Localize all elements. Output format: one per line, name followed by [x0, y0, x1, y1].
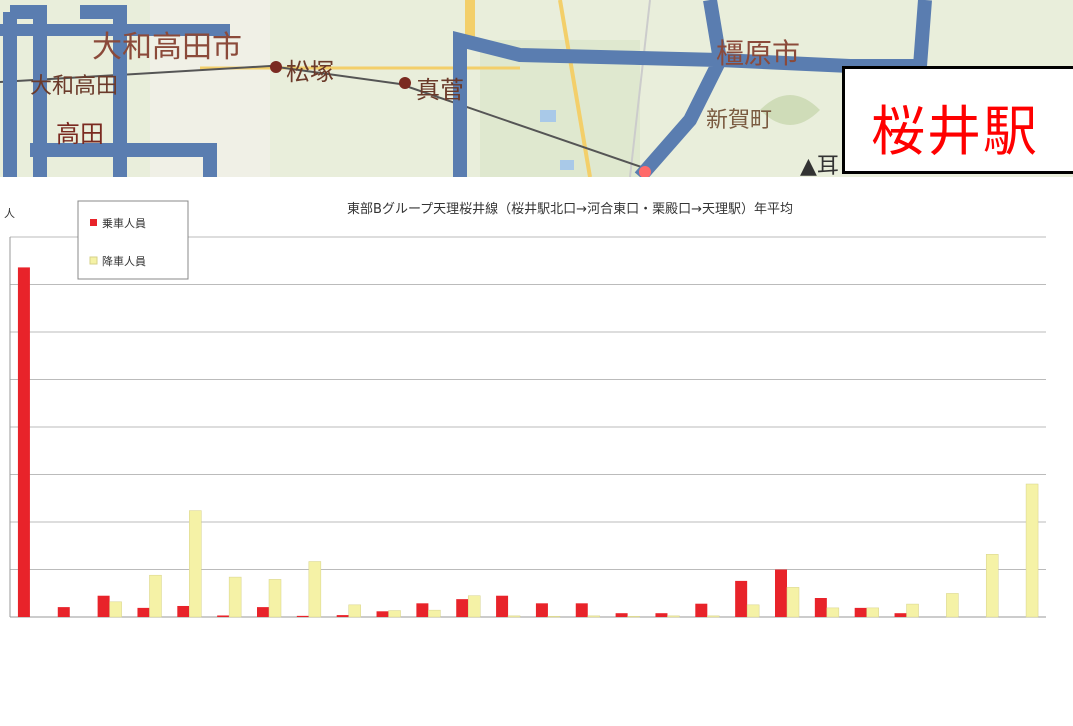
bar-boarding [615, 613, 628, 617]
bar-alighting [467, 595, 481, 618]
bar-boarding [695, 603, 708, 617]
bar-boarding [376, 611, 389, 617]
bar-boarding [97, 595, 110, 617]
bar-boarding [296, 615, 309, 617]
map-label-station: 大和高田 [30, 74, 119, 99]
bar-boarding [575, 603, 588, 617]
bar-alighting [866, 607, 879, 618]
bar-boarding [336, 615, 349, 617]
bar-boarding [775, 569, 787, 617]
bar-boarding [535, 603, 548, 617]
y-axis-label: 人 [4, 207, 15, 220]
map-label-station: 高田 [56, 120, 104, 148]
station-label: 桜井駅 [871, 100, 1039, 163]
legend-label-boarding: 乗車人員 [102, 216, 146, 230]
bar-alighting [547, 615, 561, 618]
bar-alighting [906, 603, 919, 618]
bar-alighting [268, 579, 282, 618]
map-label-station: 松塚 [286, 58, 334, 86]
bar-alighting [587, 615, 601, 618]
bar-alighting [507, 615, 521, 618]
legend-box [77, 200, 189, 280]
bar-boarding [17, 267, 30, 617]
map-label-station: 真菅 [416, 76, 464, 104]
map-label-mountain: ▲耳 [800, 154, 839, 177]
bar-boarding [814, 598, 827, 617]
bar-alighting [826, 607, 840, 618]
bar-boarding [496, 595, 509, 617]
legend-swatch-boarding [90, 219, 97, 226]
bar-alighting [228, 576, 242, 618]
bar-boarding [735, 580, 748, 617]
bar-alighting [348, 604, 361, 618]
chart-title: 東部Bグループ天理桜井線（桜井駅北口→河合東口・栗殿口→天理駅）年平均 [347, 201, 793, 217]
chart-section: 東部Bグループ天理桜井線（桜井駅北口→河合東口・栗殿口→天理駅）年平均 人 乗車… [0, 177, 1073, 722]
bar-boarding [217, 615, 230, 617]
bar-boarding [854, 607, 867, 617]
bar-alighting [1025, 483, 1039, 618]
bar-boarding [57, 607, 70, 617]
map-section: 大和高田市 大和高田 松塚 真菅 橿原市 新賀町 ▲耳 高田 桜井駅 [0, 0, 1073, 177]
bar-boarding [137, 607, 150, 617]
bar-alighting [946, 593, 959, 618]
legend-swatch-alighting [89, 256, 98, 265]
bar-boarding [257, 607, 269, 617]
bar-alighting [109, 601, 122, 618]
bar-boarding [894, 613, 907, 617]
bar-alighting [189, 510, 202, 618]
map-label-city: 大和高田市 [92, 30, 242, 65]
bar-alighting [746, 604, 760, 618]
gridlines [9, 236, 1046, 618]
bar-alighting [985, 554, 999, 618]
map-label-city: 橿原市 [716, 37, 801, 70]
legend-label-alighting: 降車人員 [102, 254, 146, 268]
bar-boarding [416, 603, 429, 617]
bar-boarding [177, 605, 190, 617]
bars [17, 267, 1039, 618]
bar-alighting [707, 615, 720, 618]
station-callout: 桜井駅 [842, 66, 1073, 174]
map-label-town: 新賀町 [706, 108, 773, 133]
bar-alighting [388, 610, 401, 618]
bar-boarding [655, 613, 668, 617]
bar-boarding [456, 599, 469, 617]
bar-alighting [149, 574, 162, 618]
bar-alighting [786, 587, 800, 618]
bar-alighting [428, 609, 441, 618]
bar-chart: 東部Bグループ天理桜井線（桜井駅北口→河合東口・栗殿口→天理駅）年平均 人 乗車… [4, 200, 1046, 618]
legend: 乗車人員 降車人員 [77, 200, 189, 280]
bar-alighting [667, 615, 680, 618]
bar-alighting [308, 561, 322, 618]
bar-alighting [627, 615, 640, 618]
